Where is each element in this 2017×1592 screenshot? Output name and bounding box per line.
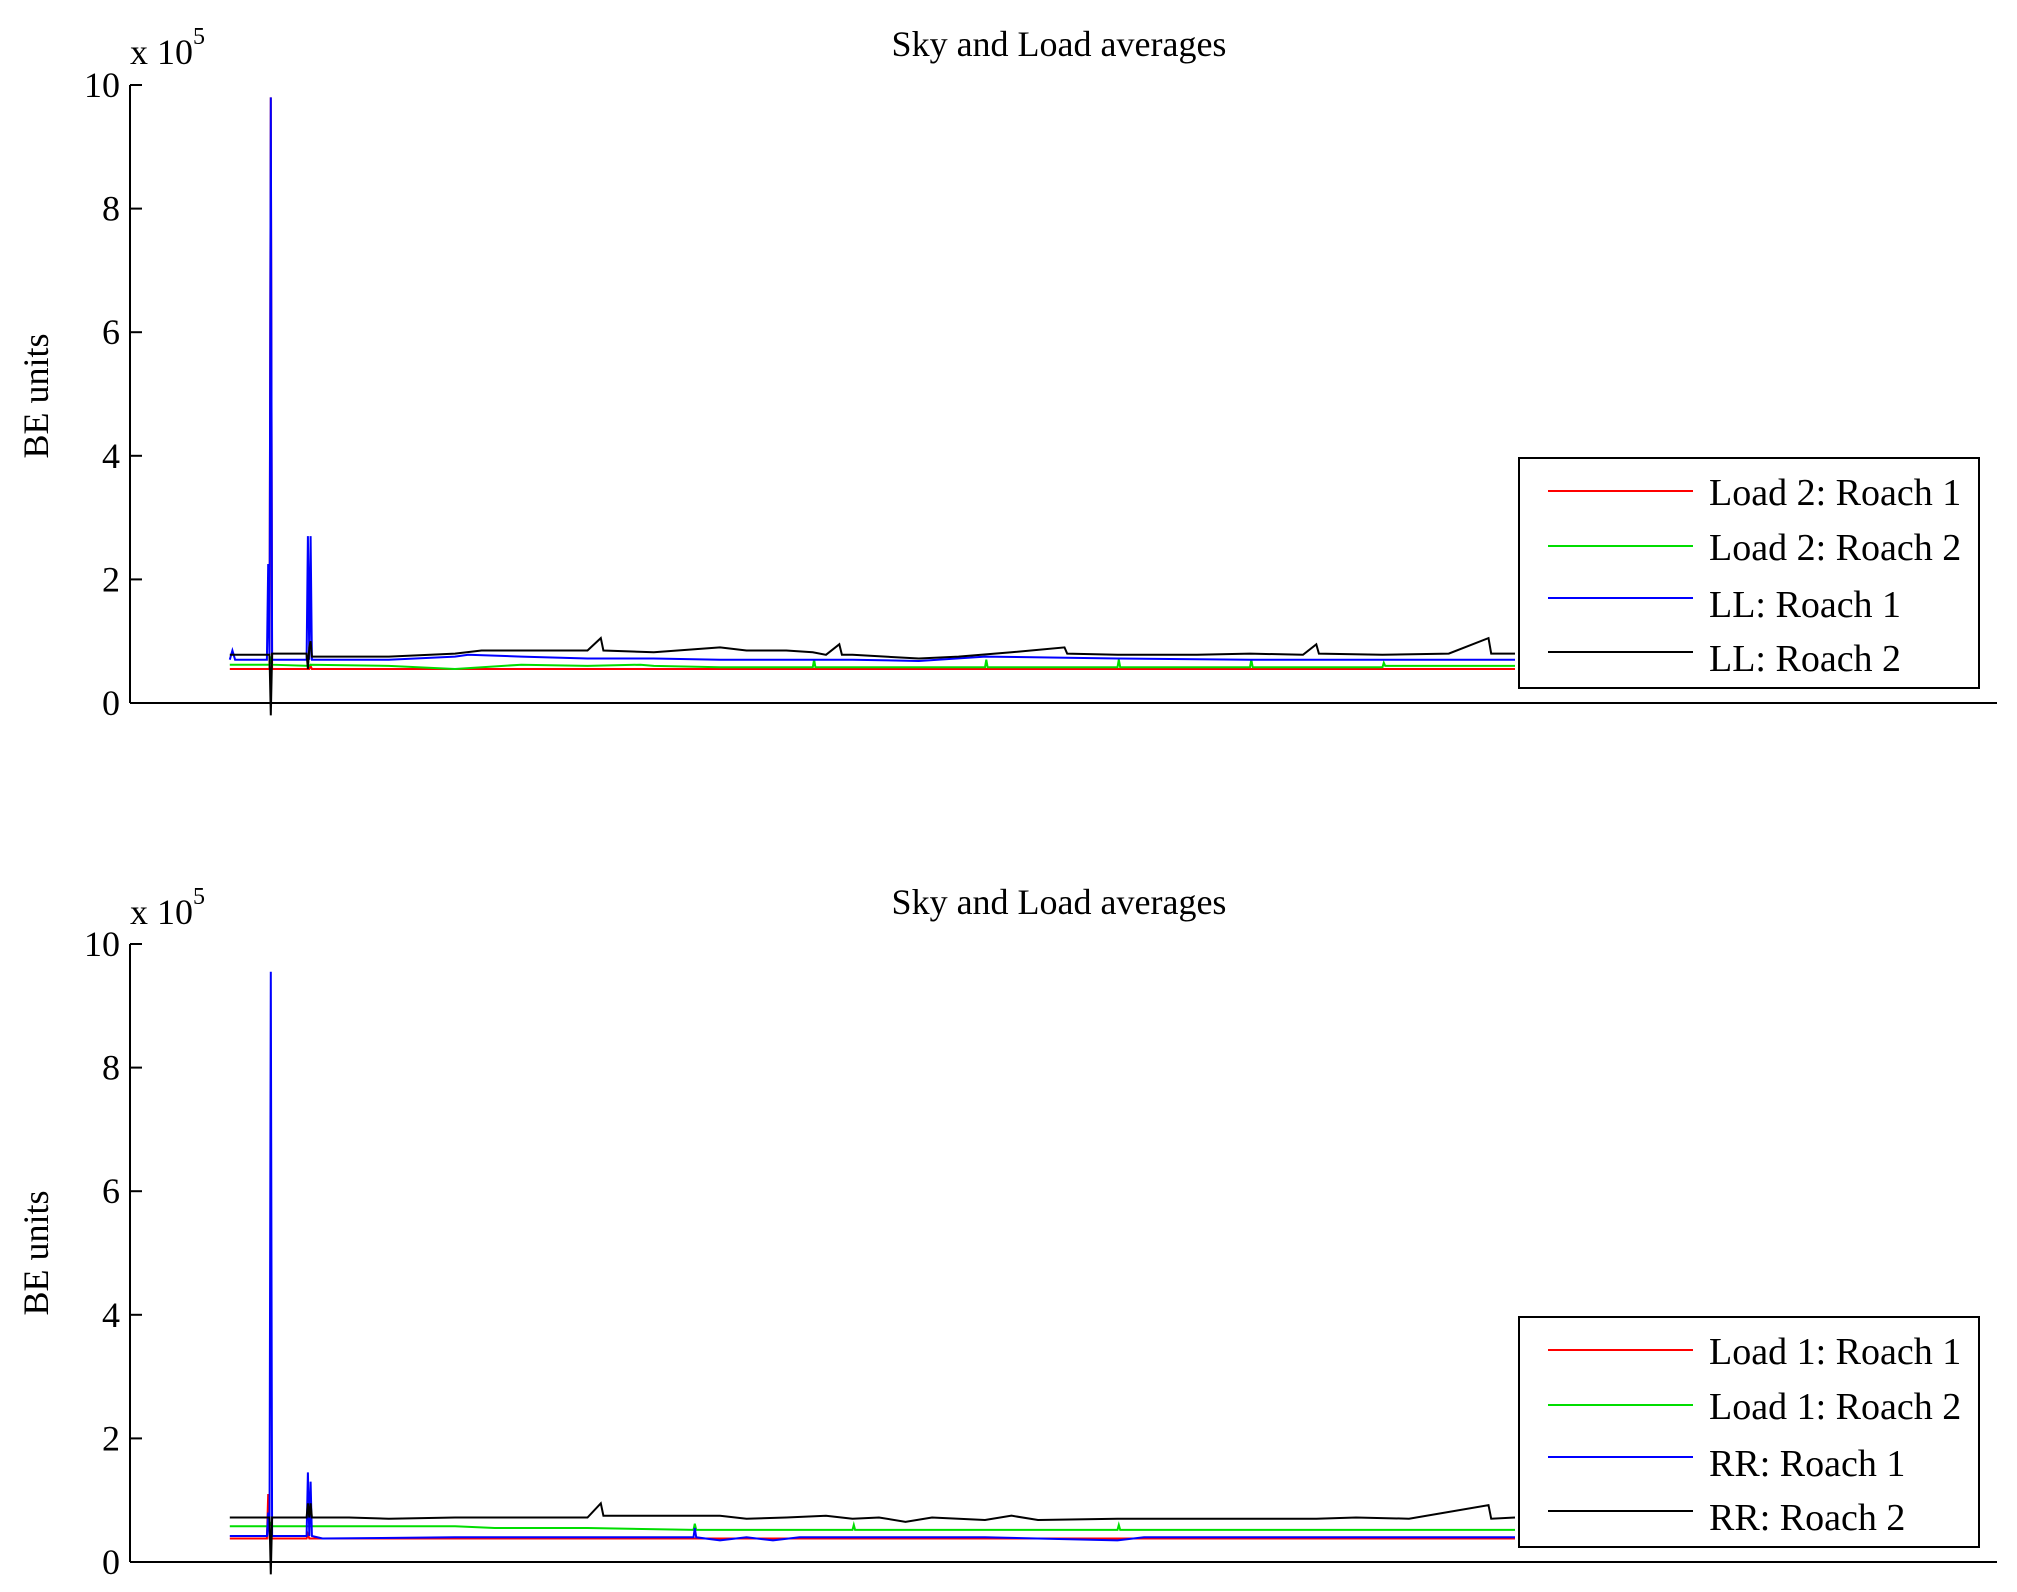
bottom-y-tick-label-6: 6 [102, 1171, 120, 1211]
bottom-y-tick-label-2: 2 [102, 1418, 120, 1458]
series-line-rr-roach-1 [229, 971, 1515, 1542]
top-plot-title: Sky and Load averages [892, 24, 1227, 64]
top-legend: Load 2: Roach 1 Load 2: Roach 2 LL: Roac… [1518, 457, 1980, 689]
bottom-series [229, 971, 1516, 1575]
bottom-y-tick-label-8: 8 [102, 1048, 120, 1088]
series-line-load-1-roach-2 [229, 1520, 1515, 1531]
legend-label-rr-roach1: RR: Roach 1 [1709, 1443, 1905, 1485]
top-y-multiplier: x 105 [130, 24, 205, 72]
bottom-y-ticks: 0 2 4 6 8 10 [84, 924, 142, 1582]
top-y-tick-label-8: 8 [102, 189, 120, 229]
top-y-ticks: 0 2 4 6 8 10 [84, 65, 142, 723]
bottom-plot-title: Sky and Load averages [892, 882, 1227, 922]
top-subplot: Sky and Load averages x 105 BE units 0 2 4… [16, 24, 1997, 723]
legend-label-load1-roach1: Load 1: Roach 1 [1709, 1331, 1961, 1373]
legend-label-ll-roach1: LL: Roach 1 [1709, 584, 1901, 626]
top-y-tick-label-4: 4 [102, 436, 120, 476]
legend-label-load1-roach2: Load 1: Roach 2 [1709, 1386, 1961, 1428]
top-y-tick-label-2: 2 [102, 559, 120, 599]
bottom-legend-box [1518, 1316, 1980, 1548]
top-y-axis-label: BE units [16, 333, 56, 458]
bottom-subplot: Sky and Load averages x 105 BE units 0 2 4… [16, 882, 1997, 1582]
bottom-y-tick-label-10: 10 [84, 924, 120, 964]
top-y-tick-label-0: 0 [102, 683, 120, 723]
series-line-ll-roach-2 [229, 636, 1515, 716]
top-series [228, 97, 1515, 716]
bottom-legend: Load 1: Roach 1 Load 1: Roach 2 RR: Roac… [1518, 1316, 1980, 1548]
top-y-tick-label-10: 10 [84, 65, 120, 105]
bottom-y-tick-label-0: 0 [102, 1542, 120, 1582]
top-y-tick-label-6: 6 [102, 312, 120, 352]
legend-label-ll-roach2: LL: Roach 2 [1709, 638, 1901, 680]
series-line-ll-roach-1 [228, 97, 1515, 663]
legend-label-rr-roach2: RR: Roach 2 [1709, 1497, 1905, 1539]
bottom-y-axis-label: BE units [16, 1190, 56, 1315]
series-line-rr-roach-2 [229, 1501, 1516, 1575]
legend-label-load2-roach2: Load 2: Roach 2 [1709, 527, 1961, 569]
top-legend-box [1518, 457, 1980, 689]
legend-label-load2-roach1: Load 2: Roach 1 [1709, 472, 1961, 514]
bottom-y-tick-label-4: 4 [102, 1295, 120, 1335]
bottom-y-multiplier: x 105 [130, 884, 205, 932]
